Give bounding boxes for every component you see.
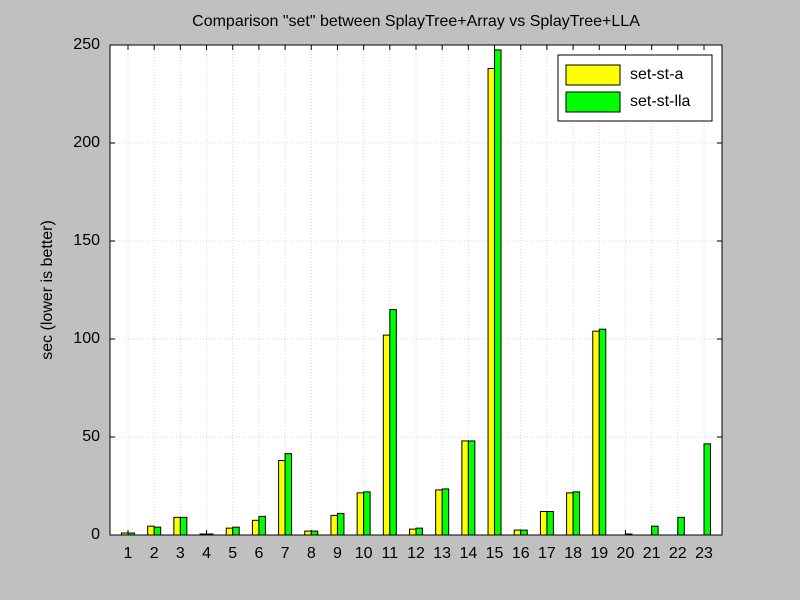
legend-swatch bbox=[565, 64, 621, 86]
x-tick-label: 7 bbox=[281, 545, 290, 562]
bar bbox=[278, 460, 286, 536]
bar bbox=[310, 530, 319, 536]
bar bbox=[415, 527, 423, 536]
bar bbox=[330, 514, 338, 536]
x-tick-label: 1 bbox=[124, 545, 133, 562]
y-tick-label: 100 bbox=[73, 330, 100, 347]
bar bbox=[363, 491, 371, 536]
x-tick-label: 5 bbox=[228, 545, 237, 562]
x-tick-label: 2 bbox=[150, 545, 159, 562]
bar bbox=[467, 440, 476, 536]
bar bbox=[461, 440, 469, 536]
x-tick-label: 6 bbox=[254, 545, 263, 562]
bar bbox=[147, 525, 155, 536]
bar bbox=[441, 488, 450, 536]
x-tick-label: 4 bbox=[202, 545, 211, 562]
x-tick-label: 23 bbox=[695, 545, 713, 562]
x-tick-label: 21 bbox=[643, 545, 661, 562]
x-tick-label: 22 bbox=[669, 545, 687, 562]
bar bbox=[258, 515, 266, 536]
bar bbox=[382, 334, 391, 536]
bar bbox=[513, 529, 522, 536]
legend-swatch bbox=[565, 91, 621, 113]
bar bbox=[592, 330, 600, 536]
bar bbox=[566, 492, 574, 536]
bar bbox=[304, 530, 312, 536]
bar bbox=[251, 519, 260, 536]
x-tick-label: 15 bbox=[486, 545, 504, 562]
plot-frame bbox=[109, 44, 723, 536]
x-tick-label: 12 bbox=[407, 545, 425, 562]
y-axis-label: sec (lower is better) bbox=[39, 220, 56, 360]
bar bbox=[389, 309, 397, 536]
y-tick-label: 0 bbox=[91, 526, 100, 543]
bar bbox=[598, 328, 607, 536]
chart-title: Comparison "set" between SplayTree+Array… bbox=[192, 13, 640, 30]
x-tick-label: 19 bbox=[590, 545, 608, 562]
bar bbox=[520, 529, 528, 536]
bar bbox=[546, 510, 554, 536]
y-tick-label: 250 bbox=[73, 36, 100, 53]
y-tick-label: 200 bbox=[73, 134, 100, 151]
x-tick-label: 14 bbox=[459, 545, 477, 562]
x-tick-label: 17 bbox=[538, 545, 556, 562]
legend-label: set-st-a bbox=[630, 66, 683, 83]
x-tick-label: 10 bbox=[355, 545, 373, 562]
bar bbox=[539, 510, 548, 536]
bar bbox=[225, 527, 234, 536]
x-tick-label: 13 bbox=[433, 545, 451, 562]
x-tick-label: 16 bbox=[512, 545, 530, 562]
y-tick-label: 50 bbox=[82, 428, 100, 445]
bar bbox=[487, 68, 496, 536]
bar bbox=[409, 528, 417, 536]
x-tick-label: 11 bbox=[382, 545, 399, 562]
legend-label: set-st-lla bbox=[630, 93, 691, 110]
bar bbox=[494, 49, 502, 536]
bar bbox=[173, 516, 181, 536]
bar bbox=[284, 453, 293, 536]
x-tick-label: 20 bbox=[617, 545, 635, 562]
bar bbox=[232, 526, 240, 536]
x-tick-label: 9 bbox=[333, 545, 342, 562]
x-tick-label: 18 bbox=[564, 545, 582, 562]
bar bbox=[179, 516, 188, 536]
bar bbox=[651, 525, 659, 536]
bar bbox=[703, 443, 711, 536]
bar bbox=[336, 512, 345, 536]
x-tick-label: 3 bbox=[176, 545, 185, 562]
bar bbox=[153, 526, 162, 536]
bar bbox=[435, 489, 443, 536]
bar bbox=[677, 516, 685, 536]
bar bbox=[572, 491, 581, 536]
bar bbox=[356, 492, 365, 536]
x-tick-label: 8 bbox=[307, 545, 316, 562]
y-tick-label: 150 bbox=[73, 232, 100, 249]
